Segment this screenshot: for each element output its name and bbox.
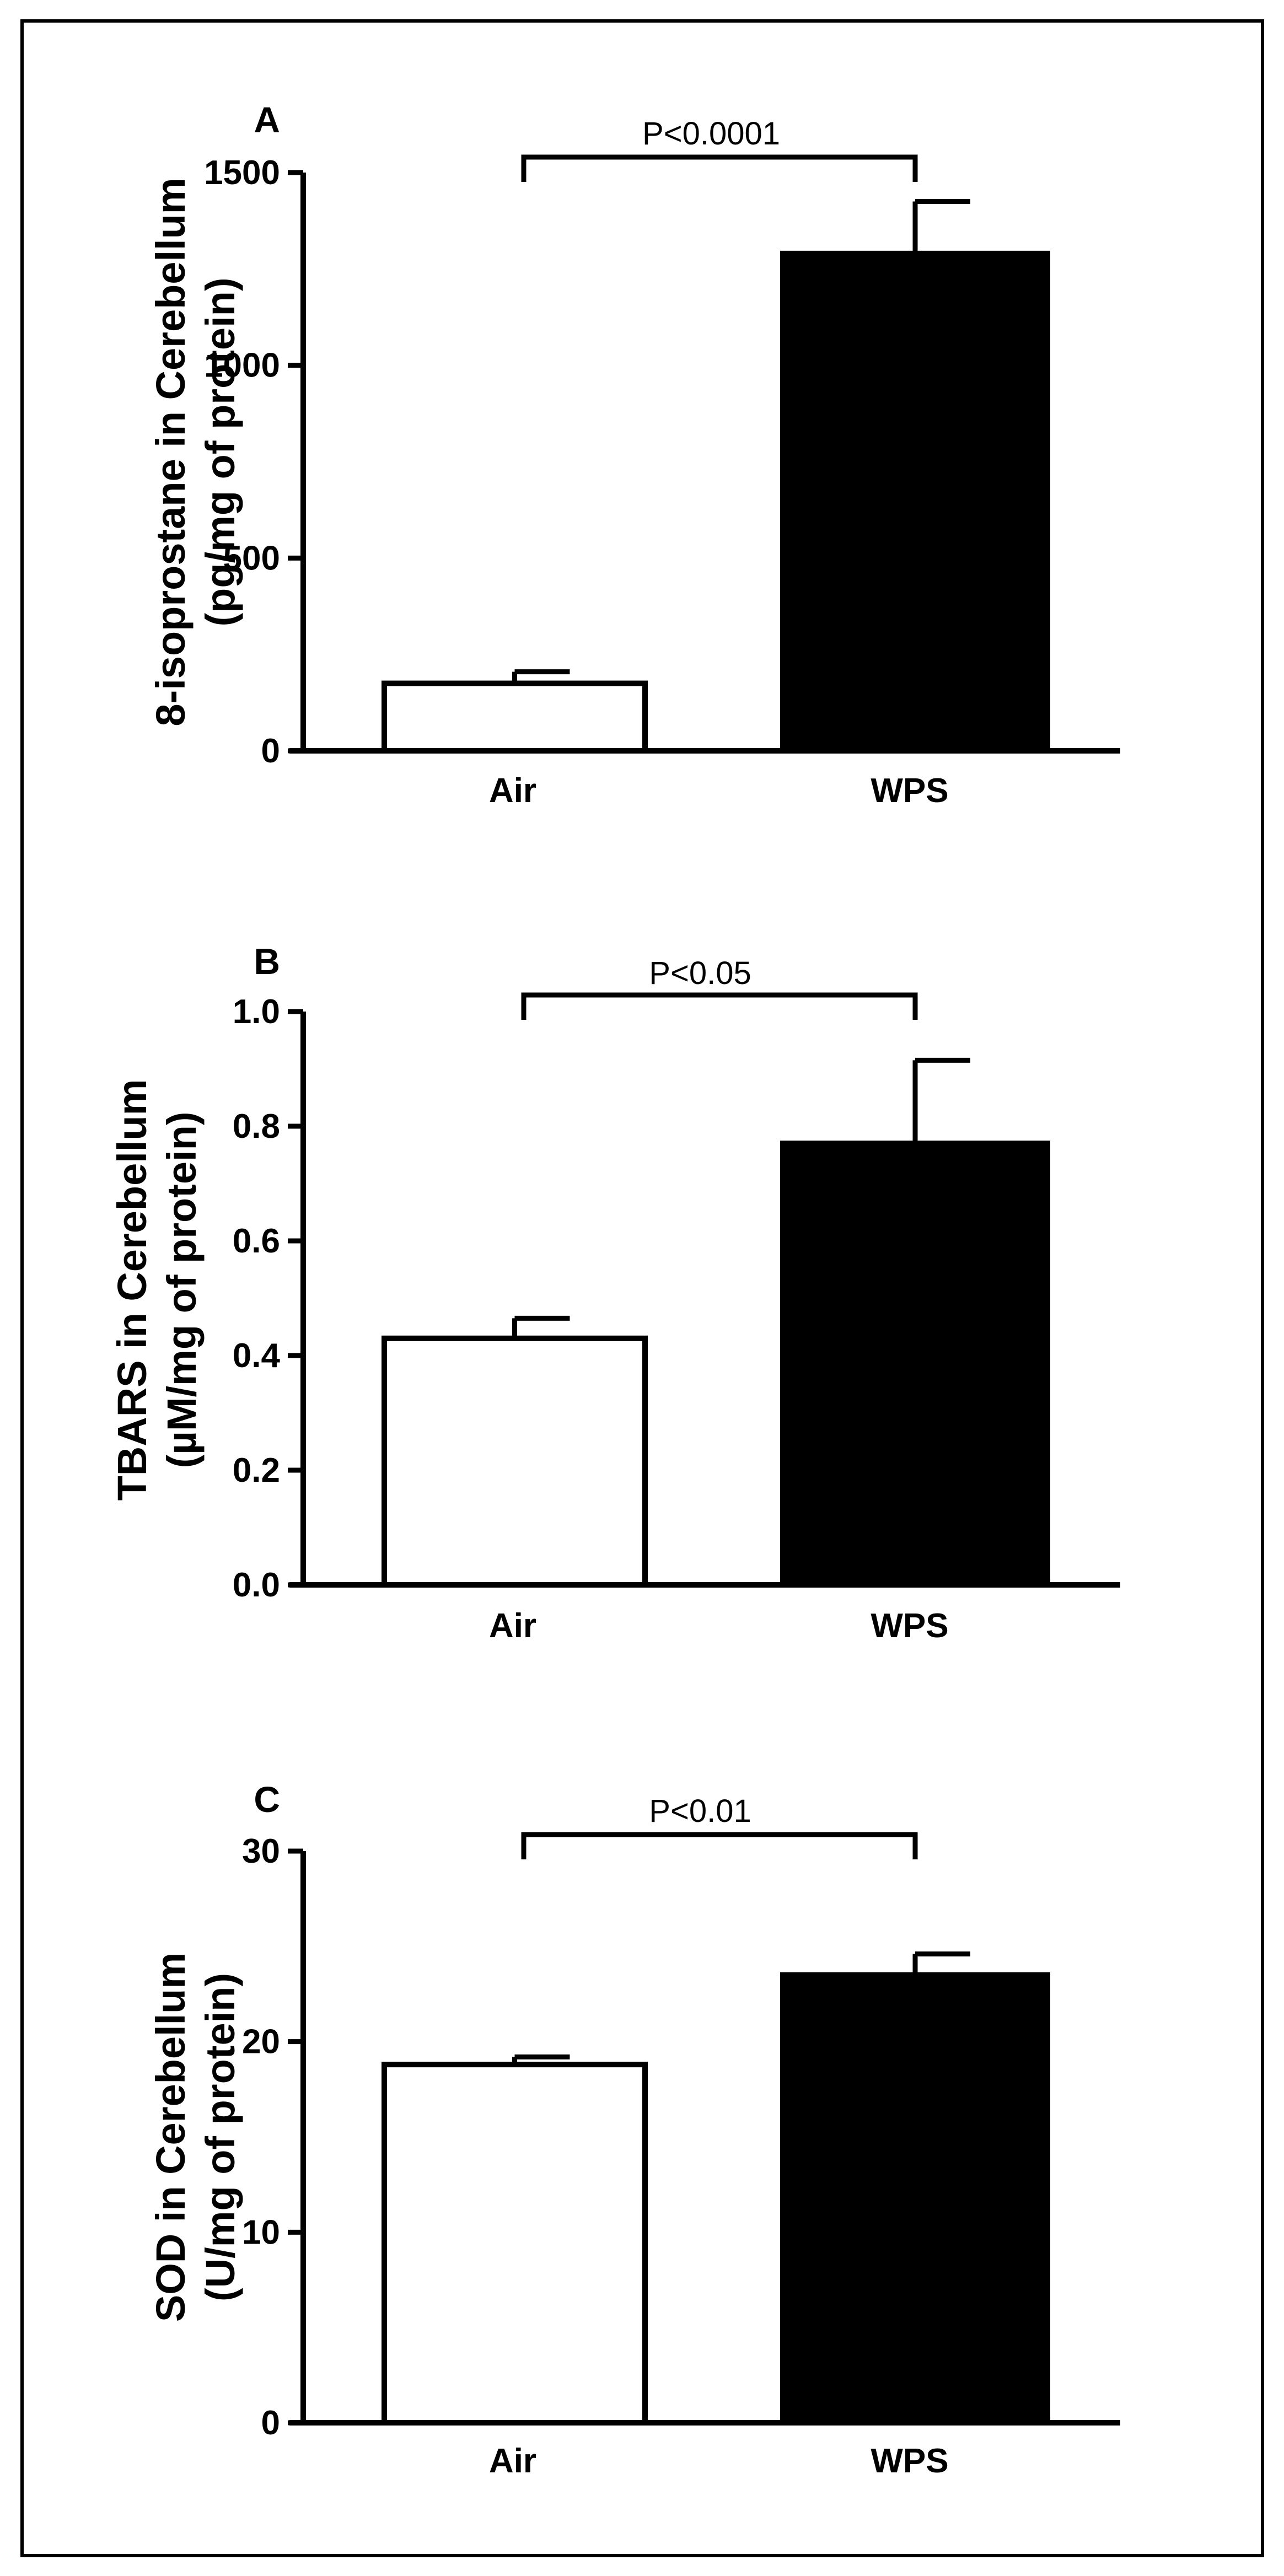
panel-a-ytick-label: 1500 <box>204 154 280 192</box>
panel-c: C SOD in Cerebellum (U/mg of protein) 0 1… <box>148 1779 1120 2480</box>
panel-c-significance-bracket <box>521 1832 918 1859</box>
panel-c-bar-air <box>382 2062 648 2426</box>
panel-b: B TBARS in Cerebellum (µM/mg of protein)… <box>109 941 1120 1645</box>
panel-a-significance: P<0.0001 <box>642 116 780 152</box>
panel-a-ylabel-line2: (pg/mg of protein) <box>197 278 243 627</box>
panel-a-xtick-wps: WPS <box>871 772 948 810</box>
panel-a-bar-air <box>382 680 648 754</box>
panel-a-ytick-label: 1000 <box>204 347 280 385</box>
panel-b-ylabel-line2: (µM/mg of protein) <box>159 1112 205 1469</box>
panel-c-ytick-label: 0 <box>261 2404 280 2442</box>
panel-c-ytick-label: 30 <box>242 1832 280 1870</box>
panel-a-letter: A <box>254 99 280 140</box>
panel-c-significance: P<0.01 <box>649 1793 751 1829</box>
panel-b-significance: P<0.05 <box>649 955 751 991</box>
panel-b-ylabel-line1: TBARS in Cerebellum <box>109 1079 155 1501</box>
panel-b-bar-air <box>382 1335 648 1588</box>
panel-c-ytick-label: 10 <box>242 2213 280 2251</box>
panel-b-significance-bracket <box>521 992 918 1020</box>
panel-a: A 8-isoprostane in Cerebellum (pg/mg of … <box>148 99 1120 810</box>
panel-c-ylabel: SOD in Cerebellum (U/mg of protein) <box>148 1953 243 2322</box>
panel-a-ytick-label: 0 <box>261 732 280 770</box>
panel-c-bar-wps <box>780 1972 1050 2426</box>
panel-b-xtick-air: Air <box>489 1607 536 1645</box>
panel-b-ytick-label: 0.6 <box>233 1222 280 1260</box>
panel-a-ylabel-line1: 8-isoprostane in Cerebellum <box>148 178 194 726</box>
panel-c-ytick-label: 20 <box>242 2023 280 2061</box>
panel-b-ytick-label: 0.2 <box>233 1451 280 1489</box>
panel-c-ylabel-line2: (U/mg of protein) <box>197 1973 243 2301</box>
panel-c-xtick-air: Air <box>489 2442 536 2480</box>
panel-b-bar-wps <box>780 1141 1050 1588</box>
panel-a-xtick-air: Air <box>489 772 536 810</box>
panel-c-xtick-wps: WPS <box>871 2442 948 2480</box>
panel-b-xtick-wps: WPS <box>871 1607 948 1645</box>
panel-b-ytick-label: 0.4 <box>233 1337 281 1375</box>
panel-b-ylabel: TBARS in Cerebellum (µM/mg of protein) <box>109 1079 205 1501</box>
panel-a-bar-wps <box>780 250 1050 754</box>
panel-c-ylabel-line1: SOD in Cerebellum <box>148 1953 194 2322</box>
panel-a-ylabel: 8-isoprostane in Cerebellum (pg/mg of pr… <box>148 178 243 726</box>
panel-a-significance-bracket <box>521 154 918 182</box>
panel-a-ytick-label: 500 <box>223 539 280 577</box>
panel-b-ytick-label: 0.0 <box>233 1566 280 1604</box>
panel-b-letter: B <box>254 941 280 982</box>
panel-b-ytick-label: 0.8 <box>233 1107 280 1146</box>
panel-b-ytick-label: 1.0 <box>233 993 280 1031</box>
panel-c-letter: C <box>254 1779 280 1820</box>
